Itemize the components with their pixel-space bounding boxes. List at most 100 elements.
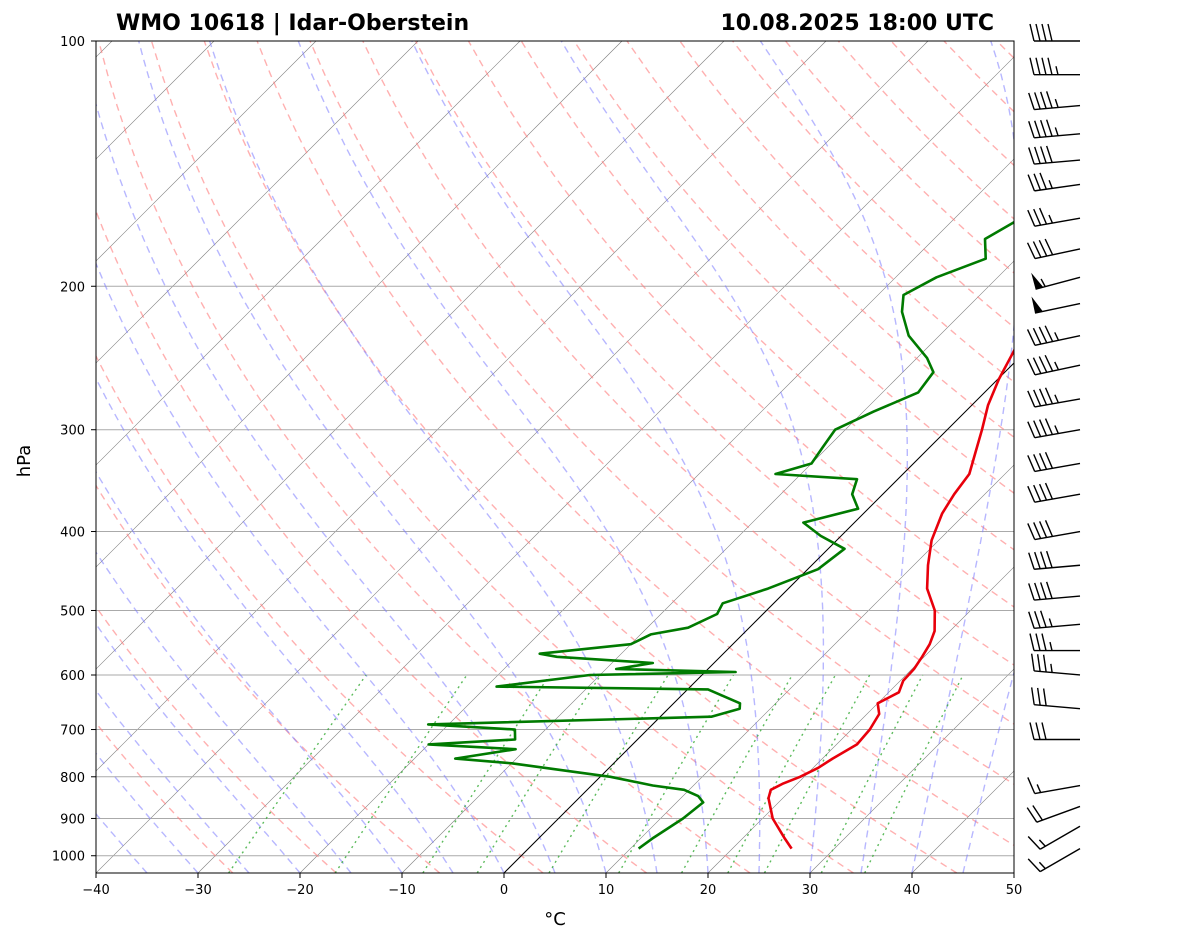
wind-barb xyxy=(1026,805,1081,823)
mixing-ratio-line xyxy=(422,674,551,873)
x-tick-label: −20 xyxy=(286,883,313,898)
wind-barb xyxy=(1028,119,1081,139)
moist-adiabat xyxy=(96,101,556,873)
isotherm-line xyxy=(809,668,1014,873)
wind-barb xyxy=(1030,653,1081,676)
isotherm-line xyxy=(1013,872,1014,873)
moist-adiabat xyxy=(96,752,199,873)
isotherm-line xyxy=(605,464,1014,873)
wind-barb xyxy=(1027,825,1081,850)
wind-barb xyxy=(1028,91,1081,111)
wind-barb xyxy=(1027,777,1081,795)
moist-adiabat xyxy=(208,41,658,873)
isotherm-line xyxy=(707,566,1014,873)
x-tick-label: 40 xyxy=(904,883,921,898)
moist-adiabat xyxy=(1013,870,1014,873)
isotherm-line xyxy=(401,260,1014,873)
dry-adiabat xyxy=(732,41,1014,329)
wind-barb xyxy=(1027,482,1081,503)
y-tick-label: 700 xyxy=(60,724,85,739)
dry-adiabat xyxy=(309,41,1014,785)
wind-barb xyxy=(1028,610,1081,630)
title-station: WMO 10618 | Idar-Oberstein xyxy=(116,11,469,36)
moist-adiabat xyxy=(962,670,1014,873)
y-tick-label: 500 xyxy=(60,604,85,619)
mixing-ratio-line xyxy=(228,674,367,873)
wind-barb xyxy=(1028,145,1081,165)
y-tick-label: 600 xyxy=(60,669,85,684)
wind-barb xyxy=(1029,57,1080,76)
isotherm-line xyxy=(197,56,1014,873)
x-tick-label: −10 xyxy=(388,883,415,898)
dry-adiabat xyxy=(96,209,647,873)
background-lines xyxy=(0,41,1181,873)
moist-adiabat xyxy=(96,623,301,873)
wind-barb xyxy=(1027,451,1081,473)
wind-barb xyxy=(1026,325,1081,346)
mixing-ratio-line xyxy=(763,674,871,873)
mixing-ratio-line xyxy=(548,674,669,873)
dry-adiabat xyxy=(256,41,1014,847)
dry-adiabat xyxy=(943,41,1014,113)
zero-isotherm xyxy=(503,362,1014,873)
wind-barb xyxy=(1029,633,1080,652)
y-tick-label: 1000 xyxy=(52,850,85,865)
x-tick-label: −30 xyxy=(184,883,211,898)
wind-barb xyxy=(1027,847,1081,873)
moist-adiabat xyxy=(96,261,505,873)
dry-adiabat xyxy=(96,605,337,873)
mixing-ratio-line xyxy=(476,674,602,873)
isotherm-line xyxy=(96,41,623,568)
wind-barb xyxy=(1030,687,1081,710)
x-tick-label: 10 xyxy=(598,883,615,898)
temperature-line xyxy=(767,348,1014,850)
title-datetime: 10.08.2025 18:00 UTC xyxy=(720,11,994,36)
dry-adiabat xyxy=(679,41,1014,383)
wind-barb xyxy=(1026,238,1081,260)
wind-barb xyxy=(1029,722,1080,741)
dewpoint-line xyxy=(426,220,1014,850)
profile-lines xyxy=(426,220,1014,850)
isotherm-line xyxy=(96,41,827,772)
dry-adiabat xyxy=(96,354,544,873)
x-tick-label: −40 xyxy=(82,883,109,898)
mixing-ratio-line xyxy=(680,674,793,873)
moist-adiabat xyxy=(138,41,607,873)
dry-adiabat xyxy=(996,41,1014,60)
y-tick-label: 400 xyxy=(60,526,85,541)
moist-adiabat xyxy=(759,41,908,873)
isotherm-line xyxy=(96,41,419,364)
y-tick-label: 300 xyxy=(60,424,85,439)
moist-adiabat xyxy=(911,41,1014,873)
y-tick-label: 800 xyxy=(60,771,85,786)
dry-adiabat xyxy=(150,41,854,873)
axis-ticks: −40 −30 −20 −10 0 10 20 30 40 50 1000 900 800 700 600 5… xyxy=(52,35,1022,898)
wind-barb xyxy=(1028,581,1081,601)
moist-adiabat xyxy=(96,470,403,873)
moist-adiabat xyxy=(411,41,761,873)
isotherm-line xyxy=(299,158,1014,873)
wind-barb xyxy=(1027,418,1081,439)
y-axis-label: hPa xyxy=(14,445,35,477)
dry-adiabat xyxy=(98,41,751,873)
isotherm-line xyxy=(96,41,725,670)
wind-barb xyxy=(1029,23,1080,42)
y-tick-label: 900 xyxy=(60,812,85,827)
moist-adiabat xyxy=(96,551,352,873)
isotherm-line xyxy=(0,41,10,873)
y-tick-label: 100 xyxy=(60,35,85,50)
wind-barb xyxy=(1027,520,1081,541)
wind-barb xyxy=(1027,387,1081,408)
moist-adiabat xyxy=(96,377,454,873)
dry-adiabat xyxy=(1050,41,1181,873)
moist-adiabat xyxy=(297,41,709,873)
wind-barb xyxy=(1026,354,1081,376)
isotherm-line xyxy=(1116,41,1181,873)
plot-frame xyxy=(95,40,1015,874)
dry-adiabat xyxy=(96,484,441,873)
mixing-ratio-line xyxy=(864,674,964,873)
isotherm-line xyxy=(911,770,1014,873)
moist-adiabat xyxy=(96,689,250,873)
dry-adiabat xyxy=(203,41,958,873)
